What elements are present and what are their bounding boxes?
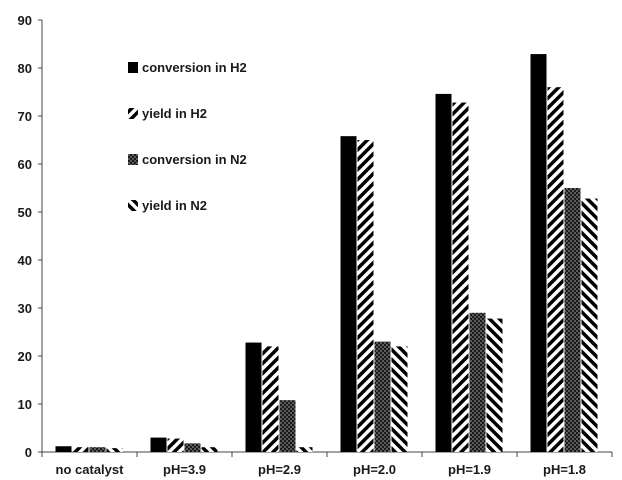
y-tick-label: 50 bbox=[18, 205, 32, 220]
x-tick-label: pH=3.9 bbox=[163, 462, 206, 477]
y-tick-label: 80 bbox=[18, 61, 32, 76]
bar-yield-in-n2 bbox=[296, 447, 313, 452]
y-tick-label: 60 bbox=[18, 157, 32, 172]
y-tick-label: 0 bbox=[25, 445, 32, 460]
bar-yield-in-n2 bbox=[486, 318, 503, 452]
x-tick-label: no catalyst bbox=[56, 462, 125, 477]
x-tick-label: pH=1.8 bbox=[543, 462, 586, 477]
bar-conversion-in-n2 bbox=[184, 443, 201, 452]
bar-yield-in-h2 bbox=[357, 140, 374, 452]
legend-swatch bbox=[128, 62, 138, 73]
bar-conversion-in-h2 bbox=[435, 93, 452, 453]
legend-label: yield in N2 bbox=[142, 198, 207, 213]
y-tick-label: 10 bbox=[18, 397, 32, 412]
bar-yield-in-n2 bbox=[201, 447, 218, 452]
bar-conversion-in-h2 bbox=[55, 446, 72, 452]
legend-label: conversion in N2 bbox=[142, 152, 247, 167]
axes: 0 10 20 30 40 50 60 70 80 90 no catalyst pH=3.9 pH=2… bbox=[18, 13, 613, 477]
bar-yield-in-h2 bbox=[167, 438, 184, 452]
bar-yield-in-n2 bbox=[106, 448, 123, 452]
bar-conversion-in-h2 bbox=[245, 342, 262, 452]
legend-swatch bbox=[128, 154, 138, 165]
legend-label: conversion in H2 bbox=[142, 60, 247, 75]
legend-swatch bbox=[128, 108, 138, 119]
bar-conversion-in-n2 bbox=[89, 447, 106, 452]
x-tick-label: pH=2.0 bbox=[353, 462, 396, 477]
bar-conversion-in-h2 bbox=[150, 437, 167, 452]
bar-conversion-in-n2 bbox=[469, 312, 486, 452]
bars bbox=[55, 54, 598, 453]
bar-conversion-in-n2 bbox=[374, 341, 391, 452]
bar-conversion-in-h2 bbox=[340, 136, 357, 452]
x-tick-label: pH=2.9 bbox=[258, 462, 301, 477]
bar-yield-in-n2 bbox=[581, 198, 598, 452]
bar-yield-in-n2 bbox=[391, 346, 408, 452]
legend-swatch bbox=[128, 200, 138, 211]
y-tick-label: 30 bbox=[18, 301, 32, 316]
bar-conversion-in-n2 bbox=[564, 188, 581, 452]
legend-label: yield in H2 bbox=[142, 106, 207, 121]
y-tick-label: 40 bbox=[18, 253, 32, 268]
x-tick-label: pH=1.9 bbox=[448, 462, 491, 477]
bar-conversion-in-n2 bbox=[279, 400, 296, 452]
bar-conversion-in-h2 bbox=[530, 54, 547, 453]
y-tick-label: 70 bbox=[18, 109, 32, 124]
bar-yield-in-h2 bbox=[72, 447, 89, 452]
legend: conversion in H2 yield in H2 conversion in… bbox=[128, 60, 247, 213]
y-tick-label: 90 bbox=[18, 13, 32, 28]
bar-yield-in-h2 bbox=[452, 102, 469, 452]
y-tick-label: 20 bbox=[18, 349, 32, 364]
bar-yield-in-h2 bbox=[262, 346, 279, 452]
bar-yield-in-h2 bbox=[547, 87, 564, 452]
